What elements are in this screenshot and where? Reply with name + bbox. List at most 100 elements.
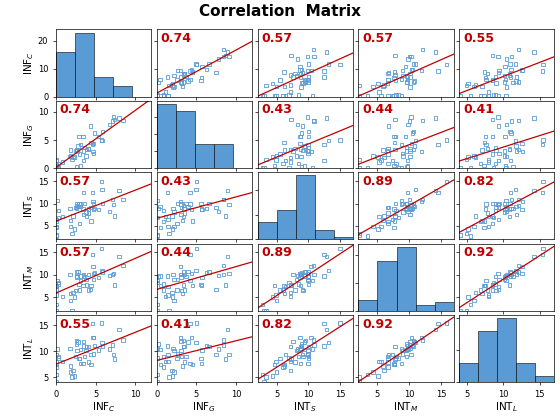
- Point: [223, 253, 232, 260]
- Point: [297, 164, 306, 171]
- X-axis label: INT$_S$: INT$_S$: [293, 400, 317, 414]
- Bar: [377, 261, 396, 311]
- Point: [398, 351, 407, 357]
- Point: [76, 346, 85, 353]
- Point: [296, 133, 305, 140]
- Point: [262, 374, 270, 381]
- Point: [179, 72, 188, 79]
- Point: [500, 148, 509, 155]
- Point: [296, 74, 305, 81]
- Point: [75, 355, 84, 362]
- Point: [73, 268, 82, 275]
- Point: [153, 214, 162, 220]
- Text: 0.44: 0.44: [362, 103, 393, 116]
- Point: [153, 93, 162, 100]
- Point: [320, 273, 329, 279]
- Point: [471, 154, 480, 160]
- Y-axis label: INT$_L$: INT$_L$: [22, 337, 36, 360]
- Point: [309, 117, 318, 124]
- Point: [324, 61, 333, 68]
- Point: [173, 351, 182, 357]
- Point: [477, 286, 486, 293]
- Point: [268, 294, 277, 300]
- Point: [403, 343, 412, 349]
- Point: [301, 146, 310, 153]
- Point: [501, 197, 510, 204]
- Point: [308, 92, 317, 99]
- Text: 0.57: 0.57: [60, 175, 91, 188]
- Point: [52, 371, 61, 378]
- Point: [508, 273, 517, 280]
- Point: [304, 77, 313, 84]
- Point: [156, 224, 165, 231]
- Point: [431, 49, 440, 55]
- Point: [384, 123, 393, 129]
- Point: [376, 358, 385, 365]
- Point: [480, 218, 489, 224]
- Point: [488, 281, 497, 288]
- Point: [394, 92, 403, 98]
- Point: [335, 245, 344, 252]
- Point: [188, 69, 197, 76]
- Point: [90, 130, 99, 136]
- Point: [401, 63, 410, 70]
- Point: [297, 153, 306, 160]
- Text: 0.41: 0.41: [463, 103, 494, 116]
- Point: [455, 232, 464, 239]
- Point: [219, 271, 228, 278]
- Point: [507, 118, 516, 124]
- Point: [483, 145, 492, 152]
- Point: [179, 213, 188, 220]
- Point: [494, 270, 503, 277]
- Bar: [396, 247, 416, 311]
- Point: [296, 133, 305, 139]
- Point: [417, 334, 426, 341]
- Point: [501, 206, 510, 213]
- Point: [53, 277, 62, 284]
- Point: [164, 93, 172, 100]
- Point: [354, 378, 363, 385]
- Point: [505, 72, 514, 79]
- Point: [80, 148, 88, 155]
- Point: [383, 147, 392, 154]
- Point: [279, 139, 288, 146]
- Point: [280, 83, 289, 89]
- Point: [402, 74, 411, 80]
- Point: [180, 286, 189, 293]
- Bar: [296, 175, 315, 239]
- Point: [94, 274, 103, 281]
- Point: [108, 196, 117, 203]
- Point: [384, 69, 393, 76]
- Point: [501, 273, 510, 280]
- Point: [463, 80, 472, 87]
- Point: [494, 150, 503, 157]
- Point: [284, 354, 293, 361]
- Bar: [459, 363, 478, 382]
- Point: [511, 186, 520, 193]
- Point: [286, 289, 295, 296]
- Point: [52, 284, 61, 290]
- Point: [514, 46, 523, 52]
- Point: [488, 213, 497, 219]
- Point: [164, 223, 172, 230]
- Point: [491, 204, 500, 211]
- Point: [507, 269, 516, 276]
- Point: [159, 207, 168, 214]
- Point: [52, 224, 61, 231]
- Point: [409, 337, 418, 344]
- Point: [375, 159, 384, 165]
- Point: [169, 347, 178, 354]
- Point: [391, 355, 400, 362]
- Point: [220, 337, 228, 344]
- Point: [405, 53, 414, 60]
- Point: [402, 144, 411, 151]
- Text: 0.82: 0.82: [262, 318, 292, 331]
- Point: [391, 92, 400, 98]
- Point: [405, 338, 414, 345]
- Point: [529, 253, 538, 260]
- Point: [418, 46, 427, 52]
- Point: [88, 141, 97, 148]
- Point: [538, 245, 547, 252]
- Point: [390, 206, 399, 213]
- Point: [192, 320, 201, 326]
